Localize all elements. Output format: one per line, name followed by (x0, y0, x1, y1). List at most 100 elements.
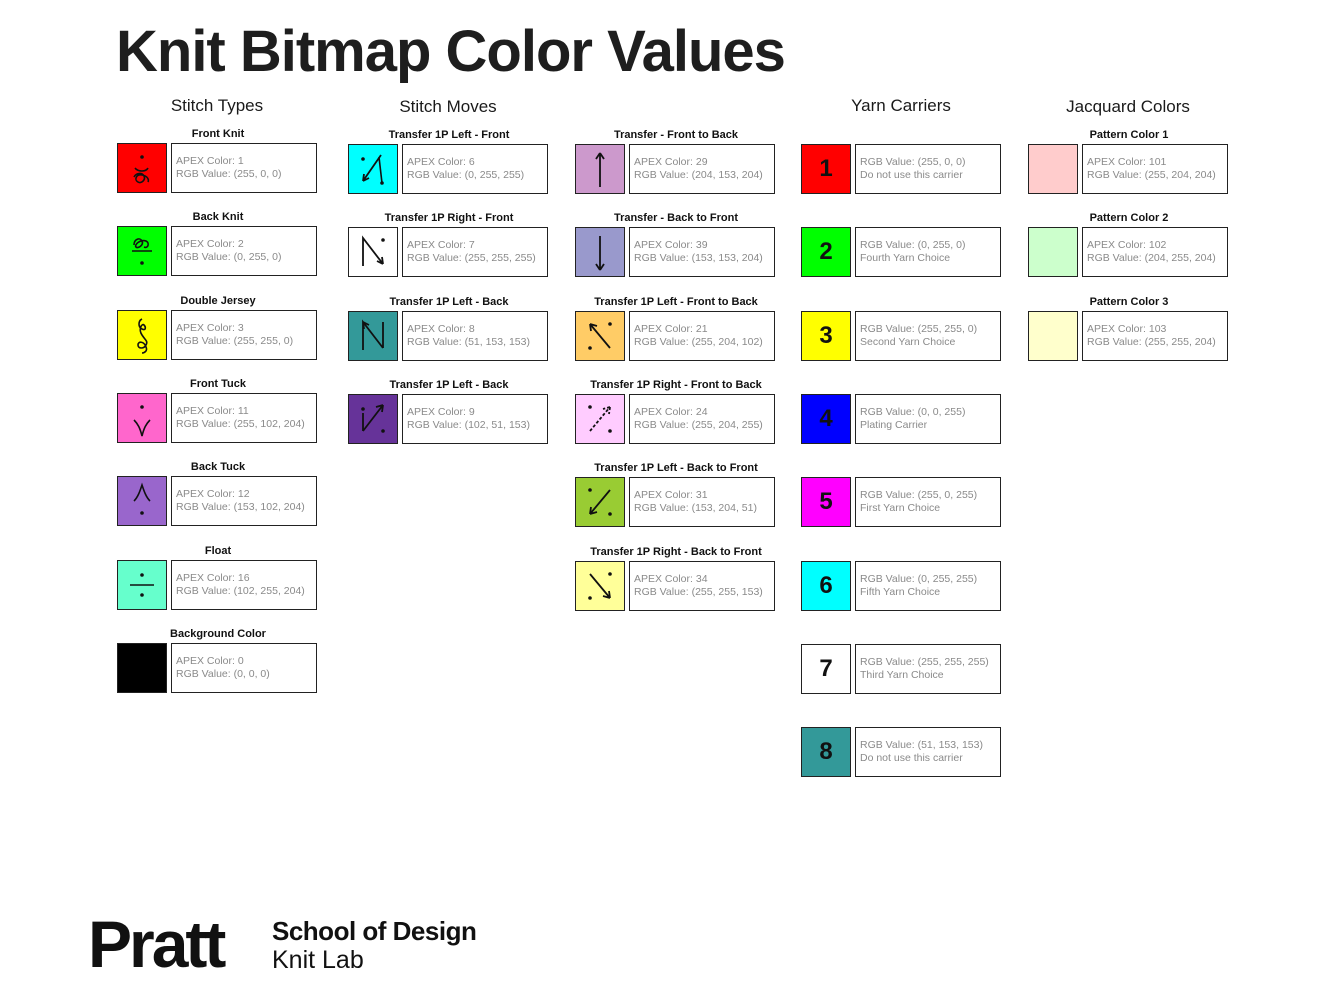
value-box: APEX Color: 8 RGB Value: (51, 153, 153) (402, 310, 548, 361)
value-line-2: RGB Value: (255, 255, 255) (407, 252, 536, 265)
value-box: APEX Color: 21 RGB Value: (255, 204, 102) (629, 310, 775, 361)
stitch-type-item: Back Knit APEX Color: 2 RGB Value: (0, 255… (117, 210, 319, 282)
value-line-1: APEX Color: 31 (634, 489, 708, 502)
jacquard-color-item: Pattern Color 1 APEX Color: 101 RGB Value:… (1028, 128, 1230, 200)
item-label: Float (204, 544, 232, 557)
value-line-2: RGB Value: (51, 153, 153) (407, 335, 530, 348)
item-label: Front Knit (191, 128, 245, 140)
color-swatch: 5 (801, 477, 851, 528)
value-box: RGB Value: (255, 255, 255) Third Yarn Cho… (855, 643, 1001, 694)
value-line-1: RGB Value: (255, 0, 0) (860, 156, 966, 168)
color-swatch: 4 (801, 393, 851, 444)
color-swatch (117, 226, 167, 277)
color-swatch (348, 310, 398, 361)
color-swatch (117, 476, 167, 527)
value-line-1: RGB Value: (255, 0, 255) (860, 489, 978, 502)
item-label: Transfer 1P Left - Back (389, 295, 509, 308)
value-box: RGB Value: (255, 0, 255) First Yarn Choic… (855, 477, 1001, 528)
value-box: APEX Color: 12 RGB Value: (153, 102, 204) (171, 476, 317, 527)
carrier-number: 1 (819, 155, 833, 182)
value-line-2: RGB Value: (255, 204, 204) (1087, 169, 1216, 181)
color-swatch (348, 144, 398, 194)
value-box: APEX Color: 16 RGB Value: (102, 255, 204) (171, 559, 317, 610)
value-line-1: APEX Color: 102 (1087, 239, 1167, 252)
value-box: APEX Color: 7 RGB Value: (255, 255, 255) (402, 227, 548, 278)
value-box: RGB Value: (0, 255, 0) Fourth Yarn Choice (855, 227, 1001, 278)
stitch-type-item: Background Color APEX Color: 0 RGB Value: … (117, 627, 319, 699)
value-line-2: RGB Value: (153, 204, 51) (634, 502, 757, 515)
value-line-1: APEX Color: 12 (176, 488, 250, 501)
value-box: RGB Value: (255, 0, 0) Do not use this ca… (855, 144, 1001, 194)
stitch-type-item: Front Knit APEX Color: 1 RGB Value: (255, … (117, 127, 319, 199)
item-label: Transfer 1P Right - Front (384, 212, 514, 225)
item-label: Double Jersey (180, 294, 256, 307)
value-line-1: APEX Color: 7 (407, 239, 475, 252)
value-line-1: APEX Color: 3 (176, 321, 244, 334)
item-label: Transfer 1P Right - Front to Back (590, 378, 762, 391)
stitch-move-item: Transfer 1P Left - Back to Front APEX Col… (575, 461, 777, 533)
value-line-2: Do not use this carrier (860, 752, 963, 765)
color-swatch (575, 393, 625, 444)
value-line-1: APEX Color: 8 (407, 322, 475, 335)
lab-name: Knit Lab (272, 946, 364, 974)
value-line-1: RGB Value: (51, 153, 153) (860, 739, 983, 752)
value-line-1: APEX Color: 0 (176, 654, 244, 667)
yarn-carrier-item: 2 RGB Value: (0, 255, 0) Fourth Yarn Choic… (801, 211, 1003, 283)
carrier-number: 2 (819, 238, 833, 266)
stitch-move-item: Transfer 1P Left - Back APEX Color: 8 RGB … (348, 295, 550, 367)
value-box: APEX Color: 9 RGB Value: (102, 51, 153) (402, 393, 548, 444)
value-line-1: APEX Color: 101 (1087, 156, 1167, 168)
color-swatch (117, 143, 167, 193)
value-box: APEX Color: 102 RGB Value: (204, 255, 204… (1082, 227, 1228, 278)
value-line-1: APEX Color: 9 (407, 405, 475, 418)
carrier-number: 8 (819, 738, 833, 766)
color-swatch: 7 (801, 643, 851, 694)
carrier-number: 5 (819, 488, 833, 516)
carrier-number: 3 (819, 321, 833, 349)
value-line-2: RGB Value: (255, 204, 102) (634, 335, 763, 348)
value-line-2: Do not use this carrier (860, 169, 963, 181)
value-line-2: RGB Value: (255, 255, 153) (634, 585, 763, 598)
item-label: Back Tuck (190, 461, 246, 474)
value-line-1: APEX Color: 6 (407, 156, 475, 168)
color-swatch (348, 393, 398, 444)
value-line-1: APEX Color: 39 (634, 239, 708, 252)
value-line-2: Third Yarn Choice (860, 668, 944, 681)
item-label: Transfer - Back to Front (613, 212, 739, 225)
value-line-1: APEX Color: 103 (1087, 322, 1167, 335)
color-swatch (117, 559, 167, 610)
yarn-carrier-item: 1 RGB Value: (255, 0, 0) Do not use this c… (801, 128, 1003, 200)
item-label: Transfer 1P Left - Front (388, 129, 510, 141)
value-line-1: APEX Color: 2 (176, 238, 244, 251)
stitch-move-item: Transfer 1P Left - Back APEX Color: 9 RGB … (348, 378, 550, 450)
item-label: Pattern Color 2 (1089, 212, 1169, 225)
value-line-1: RGB Value: (255, 255, 0) (860, 322, 978, 335)
stitch-moves-heading: Stitch Moves (399, 97, 497, 116)
value-box: APEX Color: 103 RGB Value: (255, 255, 204… (1082, 310, 1228, 361)
value-line-1: APEX Color: 16 (176, 571, 250, 584)
value-line-2: RGB Value: (0, 255, 255) (407, 169, 525, 181)
color-swatch (117, 642, 167, 693)
value-line-1: RGB Value: (0, 255, 0) (860, 239, 966, 252)
color-swatch (575, 310, 625, 361)
value-line-2: RGB Value: (204, 255, 204) (1087, 252, 1216, 265)
yarn-carrier-item: 5 RGB Value: (255, 0, 255) First Yarn Choi… (801, 461, 1003, 533)
stitch-type-item: Float APEX Color: 16 RGB Value: (102, 255,… (117, 544, 319, 616)
yarn-carriers-heading: Yarn Carriers (851, 96, 951, 115)
value-line-1: RGB Value: (0, 255, 255) (860, 572, 978, 585)
value-line-2: Second Yarn Choice (860, 335, 956, 348)
value-box: APEX Color: 6 RGB Value: (0, 255, 255) (402, 144, 548, 194)
value-line-2: RGB Value: (255, 255, 0) (176, 334, 294, 347)
value-line-2: First Yarn Choice (860, 502, 941, 515)
stitch-move-item: Transfer 1P Right - Back to Front APEX Co… (575, 545, 777, 617)
value-line-1: RGB Value: (0, 0, 255) (860, 405, 966, 418)
yarn-carrier-item: 8 RGB Value: (51, 153, 153) Do not use thi… (801, 711, 1003, 783)
value-line-2: Fourth Yarn Choice (860, 252, 951, 265)
item-label: Front Tuck (189, 377, 246, 390)
color-swatch (575, 144, 625, 194)
value-box: RGB Value: (51, 153, 153) Do not use this… (855, 727, 1001, 778)
carrier-number: 7 (819, 654, 833, 682)
value-box: APEX Color: 11 RGB Value: (255, 102, 204) (171, 392, 317, 443)
color-swatch (1028, 227, 1078, 278)
item-label: Transfer 1P Left - Back (389, 378, 509, 391)
